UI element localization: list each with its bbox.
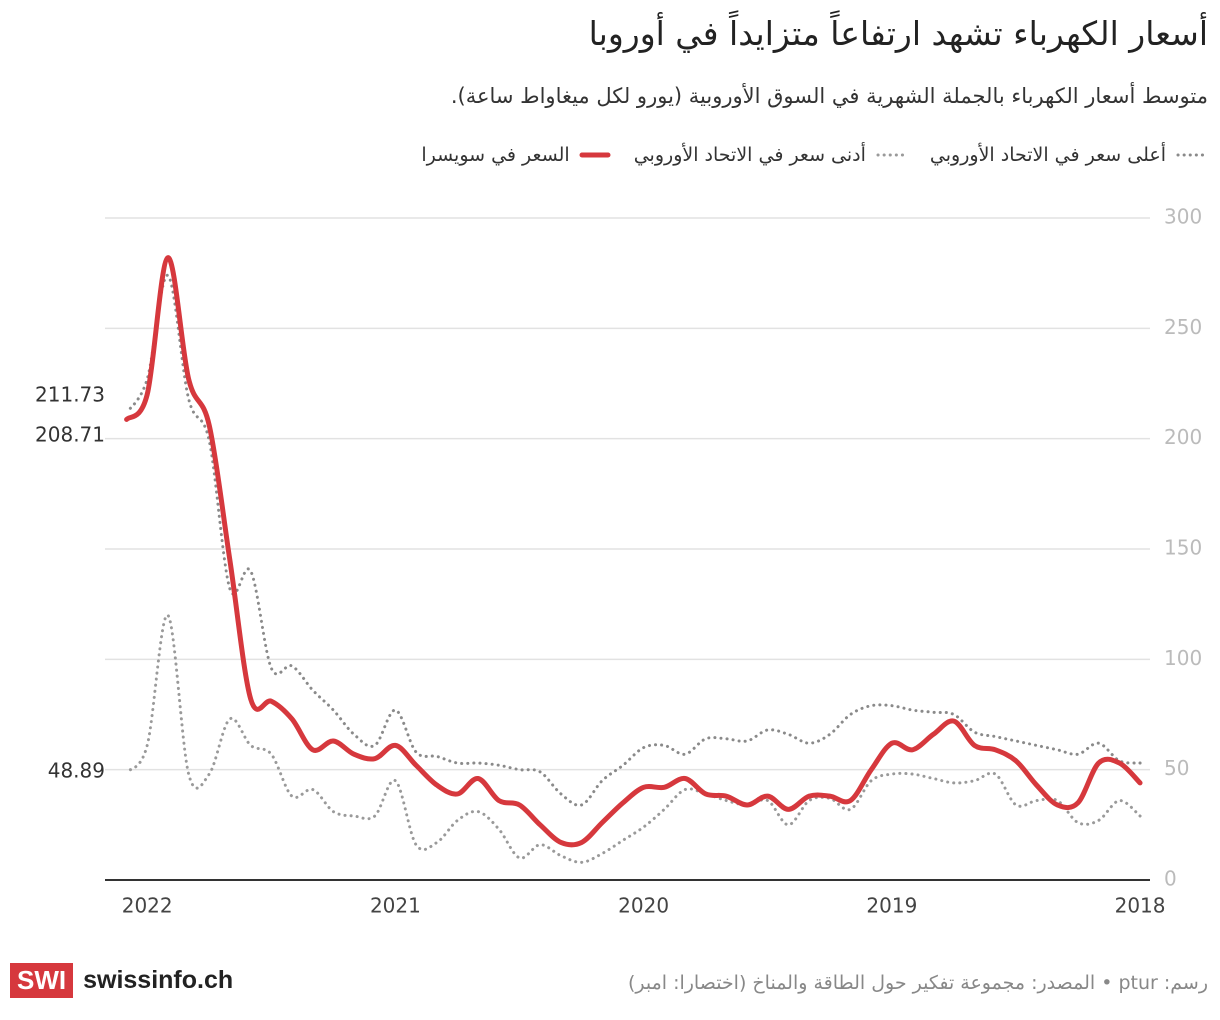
source: رسم: ptur • المصدر: مجموعة تفكير حول الط… bbox=[627, 972, 1208, 994]
legend-item: السعر في سويسرا bbox=[421, 144, 611, 166]
end-label: 211.73 bbox=[35, 383, 105, 407]
legend-label: السعر في سويسرا bbox=[421, 144, 570, 166]
brand-logo: SWI bbox=[10, 963, 74, 998]
legend-swatch bbox=[579, 152, 611, 158]
chart-subtitle: متوسط أسعار الكهرباء بالجملة الشهرية في … bbox=[450, 84, 1208, 108]
x-tick-label: 2020 bbox=[618, 894, 669, 918]
x-tick-label: 2018 bbox=[1115, 894, 1166, 918]
y-tick-label: 300 bbox=[1164, 205, 1202, 229]
y-tick-label: 50 bbox=[1164, 756, 1189, 780]
end-label: 208.71 bbox=[35, 423, 105, 447]
legend-item: أعلى سعر في الاتحاد الأوروبي bbox=[930, 144, 1208, 166]
x-tick-label: 2021 bbox=[370, 894, 421, 918]
brand-name: swissinfo.ch bbox=[83, 966, 234, 994]
legend: أعلى سعر في الاتحاد الأوروبي أدنى سعر في … bbox=[421, 144, 1208, 166]
x-tick-label: 2019 bbox=[866, 894, 917, 918]
legend-item: أدنى سعر في الاتحاد الأوروبي bbox=[634, 144, 908, 166]
series-line bbox=[125, 273, 1142, 807]
legend-swatch bbox=[1176, 153, 1206, 157]
x-tick-label: 2022 bbox=[122, 894, 173, 918]
brand: SWI swissinfo.ch bbox=[10, 963, 233, 998]
legend-label: أعلى سعر في الاتحاد الأوروبي bbox=[929, 144, 1166, 166]
y-tick-label: 150 bbox=[1164, 536, 1202, 560]
legend-swatch bbox=[876, 153, 906, 157]
y-tick-label: 250 bbox=[1164, 315, 1202, 339]
series-line bbox=[125, 613, 1142, 864]
chart-title: أسعار الكهرباء تشهد ارتفاعاً متزايداً في… bbox=[588, 14, 1208, 53]
y-tick-label: 0 bbox=[1164, 867, 1177, 891]
y-tick-label: 100 bbox=[1164, 646, 1202, 670]
y-tick-label: 200 bbox=[1164, 425, 1202, 449]
legend-label: أدنى سعر في الاتحاد الأوروبي bbox=[633, 144, 866, 166]
series-line bbox=[124, 255, 1143, 848]
end-label: 48.89 bbox=[48, 759, 105, 783]
